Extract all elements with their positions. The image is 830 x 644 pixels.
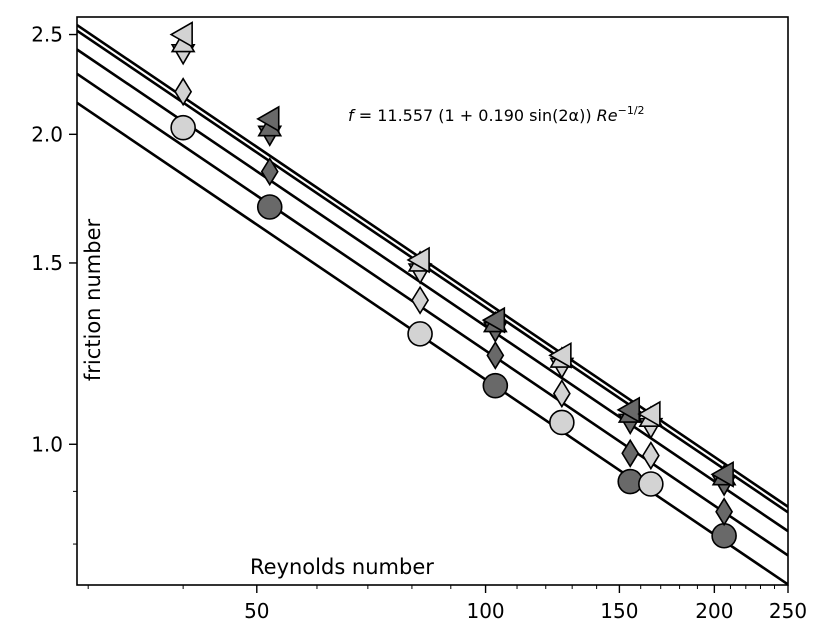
y-tick-label: 2.0 xyxy=(31,122,63,146)
triangle-left-marker-7 xyxy=(637,400,661,428)
diamond-marker-3 xyxy=(411,285,430,315)
triangle-left-marker-8 xyxy=(710,460,734,488)
diamond-marker-7 xyxy=(641,441,660,471)
x-tick-label: 100 xyxy=(466,599,504,623)
circle-marker-3 xyxy=(407,321,433,347)
y-axis-label: friction number xyxy=(81,219,105,382)
diamond-marker-4 xyxy=(486,340,505,370)
fit-line-1 xyxy=(77,101,788,585)
fit-equation: f = 11.557 (1 + 0.190 sin(2α)) Re−1/2 xyxy=(348,104,645,125)
x-axis-label: Reynolds number xyxy=(250,555,434,579)
diamond-marker-5 xyxy=(552,379,571,409)
circle-marker-5 xyxy=(549,409,575,436)
y-tick-label: 1.5 xyxy=(31,251,63,275)
data-markers xyxy=(169,21,737,549)
triangle-left-marker-6 xyxy=(616,396,641,424)
triangle-left-marker-4 xyxy=(481,306,506,334)
circle-marker-4 xyxy=(482,372,509,399)
triangle-left-marker-2 xyxy=(256,105,280,133)
diamond-marker-2 xyxy=(260,157,279,187)
fit-line-4 xyxy=(77,29,788,514)
fit-line-2 xyxy=(77,72,788,557)
triangle-left-marker-3 xyxy=(406,246,430,274)
equation-f: f xyxy=(348,106,356,125)
diamond-marker-1 xyxy=(174,77,193,107)
x-tick-label: 200 xyxy=(695,599,733,623)
triangle-left-marker-5 xyxy=(548,341,572,369)
y-axis-ticks: 1.0 1.5 2.0 2.5 xyxy=(31,23,77,545)
x-tick-label: 150 xyxy=(600,599,638,623)
equation-exponent: −1/2 xyxy=(618,104,645,117)
circle-marker-2 xyxy=(256,194,283,220)
fit-line-5 xyxy=(77,24,788,508)
diamond-marker-6 xyxy=(621,438,640,468)
equation-body: = 11.557 (1 + 0.190 sin(2α)) xyxy=(354,106,597,125)
triangle-left-marker-1 xyxy=(169,21,193,48)
circle-marker-8 xyxy=(711,522,737,549)
x-tick-label: 250 xyxy=(769,599,807,623)
y-tick-label: 1.0 xyxy=(31,432,63,456)
x-axis-ticks: 50 100 150 200 250 xyxy=(87,585,807,623)
y-tick-label: 2.5 xyxy=(31,23,63,47)
plot-frame xyxy=(76,16,789,586)
circle-marker-7 xyxy=(638,471,664,497)
x-tick-label: 50 xyxy=(244,599,269,623)
circle-marker-1 xyxy=(170,114,196,141)
equation-re: Re xyxy=(597,106,618,125)
diamond-marker-8 xyxy=(715,497,734,527)
